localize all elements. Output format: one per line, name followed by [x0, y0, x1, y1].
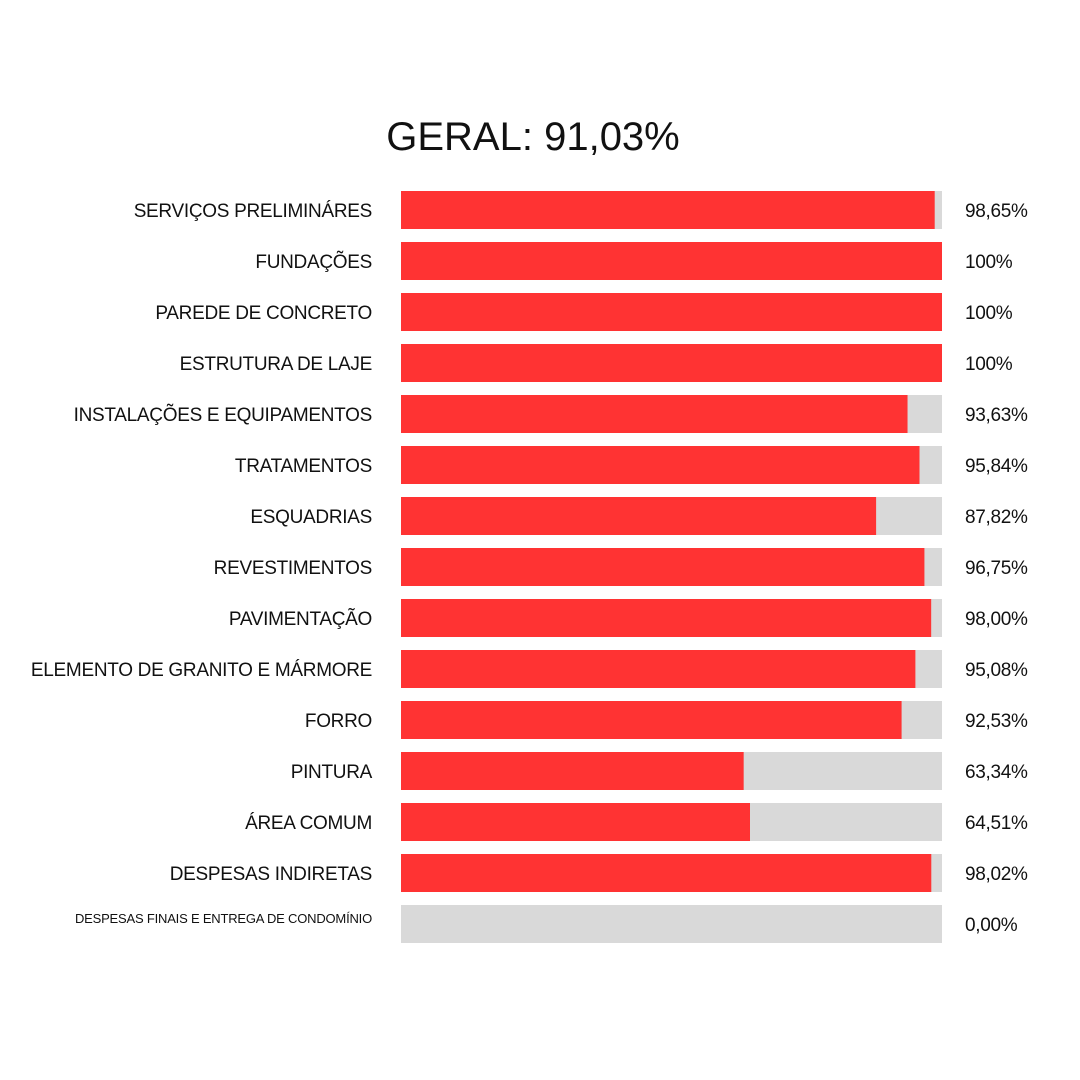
- bar-fill: [401, 752, 744, 790]
- value-label: 95,08%: [965, 660, 1028, 681]
- value-label: 100%: [965, 303, 1013, 324]
- value-label: 96,75%: [965, 558, 1028, 579]
- value-label: 63,34%: [965, 762, 1028, 783]
- category-label: PAREDE DE CONCRETO: [155, 303, 372, 324]
- chart-title: GERAL: 91,03%: [386, 115, 680, 159]
- bar-fill: [401, 701, 902, 739]
- value-label: 92,53%: [965, 711, 1028, 732]
- value-label: 100%: [965, 252, 1013, 273]
- value-label: 98,00%: [965, 609, 1028, 630]
- category-label: ÁREA COMUM: [245, 813, 372, 834]
- bar-fill: [401, 293, 942, 331]
- bar-fill: [401, 803, 750, 841]
- value-label: 100%: [965, 354, 1013, 375]
- bar-fill: [401, 395, 908, 433]
- category-label: ELEMENTO DE GRANITO E MÁRMORE: [31, 660, 372, 681]
- category-label: FORRO: [305, 711, 372, 732]
- value-label: 64,51%: [965, 813, 1028, 834]
- bar-fill: [401, 497, 877, 535]
- category-label: SERVIÇOS PRELIMINÁRES: [134, 201, 372, 222]
- bar-fill: [401, 344, 942, 382]
- category-label: ESQUADRIAS: [250, 507, 372, 528]
- bar-track: [401, 905, 942, 943]
- value-label: 87,82%: [965, 507, 1028, 528]
- value-label: 93,63%: [965, 405, 1028, 426]
- value-label: 98,02%: [965, 864, 1028, 885]
- bar-fill: [401, 242, 942, 280]
- value-label: 95,84%: [965, 456, 1028, 477]
- bar-fill: [401, 854, 932, 892]
- category-label: DESPESAS FINAIS E ENTREGA DE CONDOMÍNIO: [75, 911, 372, 926]
- category-label: FUNDAÇÕES: [255, 251, 372, 273]
- category-label: DESPESAS INDIRETAS: [170, 864, 372, 885]
- value-label: 0,00%: [965, 915, 1018, 936]
- category-label: PINTURA: [291, 762, 373, 783]
- value-label: 98,65%: [965, 201, 1028, 222]
- category-label: INSTALAÇÕES E EQUIPAMENTOS: [74, 404, 372, 426]
- bar-fill: [401, 191, 935, 229]
- bar-fill: [401, 548, 925, 586]
- category-label: ESTRUTURA DE LAJE: [180, 354, 372, 375]
- bar-fill: [401, 599, 932, 637]
- category-label: PAVIMENTAÇÃO: [229, 608, 372, 630]
- category-label: REVESTIMENTOS: [214, 558, 372, 579]
- bar-rows: SERVIÇOS PRELIMINÁRES 98,65% FUNDAÇÕES 100%…: [31, 191, 1028, 943]
- bar-fill: [401, 650, 916, 688]
- category-label: TRATAMENTOS: [235, 456, 372, 477]
- bar-fill: [401, 446, 920, 484]
